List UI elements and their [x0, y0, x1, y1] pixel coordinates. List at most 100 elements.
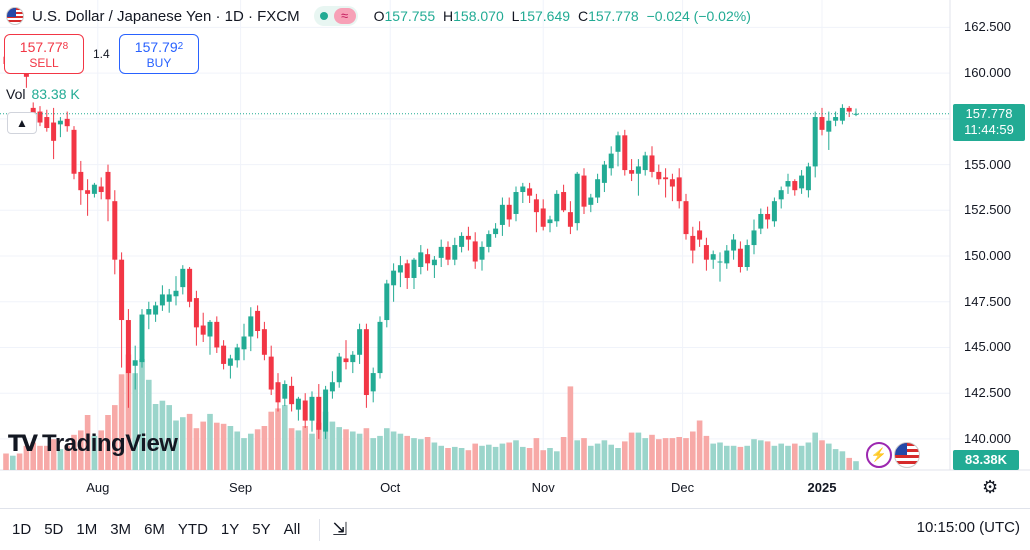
- candle-body: [540, 208, 546, 227]
- range-all[interactable]: All: [283, 521, 301, 538]
- candle-body: [411, 259, 417, 278]
- volume-bar: [322, 411, 329, 470]
- volume-bar: [771, 445, 778, 470]
- symbol-title[interactable]: U.S. Dollar / Japanese Yen · 1D · FXCM: [32, 7, 300, 25]
- candle-body: [710, 254, 716, 260]
- candle-body: [323, 389, 329, 432]
- range-1d[interactable]: 1D: [12, 521, 32, 538]
- volume-bar: [152, 404, 159, 470]
- candle-body: [105, 171, 111, 200]
- candle-body: [547, 219, 553, 224]
- volume-bar: [819, 440, 825, 470]
- range-3m[interactable]: 3M: [110, 521, 132, 538]
- candle-body: [336, 356, 342, 383]
- volume-bar: [173, 420, 179, 470]
- candle-body: [64, 118, 70, 127]
- volume-bar: [363, 428, 370, 470]
- volume-bar: [533, 438, 540, 470]
- range-6m[interactable]: 6M: [144, 521, 165, 538]
- candle-body: [758, 213, 764, 229]
- candle-body: [459, 235, 465, 247]
- candle-body: [731, 239, 737, 251]
- volume-bar: [656, 439, 662, 470]
- bottom-toolbar: 1D 5D 1M 3M 6M YTD 1Y 5Y All ⇲ 10:15:00 …: [0, 508, 1030, 550]
- market-status-pill[interactable]: ≈: [313, 6, 358, 26]
- settings-gear-icon[interactable]: ⚙: [982, 477, 999, 497]
- volume-bar: [486, 444, 492, 470]
- candle-body: [520, 186, 526, 193]
- candle-body: [629, 170, 635, 174]
- price-tick-label: 140.000: [964, 430, 1011, 446]
- utc-clock[interactable]: 10:15:00 (UTC): [916, 519, 1020, 536]
- time-tick-label: Aug: [86, 480, 110, 495]
- volume-bar: [710, 443, 716, 470]
- volume-bar: [288, 428, 295, 470]
- candle-body: [139, 314, 145, 363]
- candle-body: [425, 254, 431, 264]
- candle-body: [452, 245, 458, 260]
- change-value: −0.024 (−0.02%): [646, 8, 751, 24]
- candle-body: [391, 270, 397, 286]
- volume-bar: [826, 443, 832, 470]
- candlestick-chart[interactable]: [0, 0, 1030, 508]
- candle-body: [132, 360, 138, 366]
- volume-bar: [295, 430, 302, 470]
- volume-bar: [751, 439, 757, 470]
- low-value: 157.649: [519, 8, 571, 24]
- candle-body: [513, 192, 519, 214]
- collapse-chevron-up-icon[interactable]: ▲: [7, 112, 37, 134]
- candle-body: [642, 155, 648, 171]
- us-flag-button-icon[interactable]: [894, 442, 920, 468]
- volume-bar: [479, 445, 485, 470]
- volume-bar: [23, 445, 30, 470]
- time-tick-label: Dec: [671, 480, 695, 495]
- range-1y[interactable]: 1Y: [220, 521, 240, 538]
- candle-body: [472, 241, 478, 262]
- volume-bar: [560, 437, 567, 470]
- candle-body: [649, 155, 655, 172]
- volume-bar: [302, 426, 308, 470]
- candle-body: [635, 166, 641, 174]
- sell-label: SELL: [29, 56, 59, 70]
- candle-body: [289, 385, 295, 405]
- candle-body: [329, 382, 335, 392]
- volume-bar: [778, 443, 784, 470]
- candle-body: [200, 325, 206, 335]
- volume-bar: [16, 453, 23, 470]
- range-5d[interactable]: 5D: [44, 521, 64, 538]
- candle-body: [431, 259, 437, 266]
- price-tick-label: 145.000: [964, 339, 1011, 355]
- go-to-date-calendar-icon[interactable]: ⇲: [332, 519, 348, 539]
- tradingview-logo[interactable]: TV TradingView: [8, 430, 178, 458]
- volume-bar: [547, 448, 553, 470]
- price-tick-label: 152.500: [964, 202, 1011, 218]
- sell-button[interactable]: 157.778 SELL: [4, 34, 84, 74]
- range-ytd[interactable]: YTD: [177, 521, 208, 538]
- range-5y[interactable]: 5Y: [252, 521, 271, 538]
- range-1m[interactable]: 1M: [76, 521, 98, 538]
- candle-body: [282, 384, 288, 399]
- market-open-dot-icon: [319, 12, 328, 20]
- volume-bar: [839, 451, 846, 470]
- candle-body: [112, 201, 118, 260]
- volume-bar: [696, 420, 703, 470]
- candle-body: [234, 347, 240, 361]
- buy-button[interactable]: 157.792 BUY: [119, 34, 199, 74]
- volume-bar: [635, 432, 642, 470]
- candle-body: [561, 192, 567, 211]
- volume-bar: [268, 411, 274, 470]
- candle-body: [57, 120, 63, 125]
- volume-bar: [3, 453, 9, 470]
- volume-bar: [526, 448, 533, 470]
- volume-bar: [390, 431, 397, 470]
- volume-legend[interactable]: Vol 83.38 K: [6, 86, 80, 102]
- volume-bar: [282, 405, 288, 470]
- lightning-icon[interactable]: ⚡: [866, 442, 892, 468]
- candle-body: [676, 177, 682, 202]
- volume-bar: [254, 429, 261, 470]
- low-label: L: [511, 8, 520, 24]
- candle-body: [656, 171, 662, 180]
- volume-bar: [404, 435, 410, 470]
- volume-bar: [832, 449, 839, 470]
